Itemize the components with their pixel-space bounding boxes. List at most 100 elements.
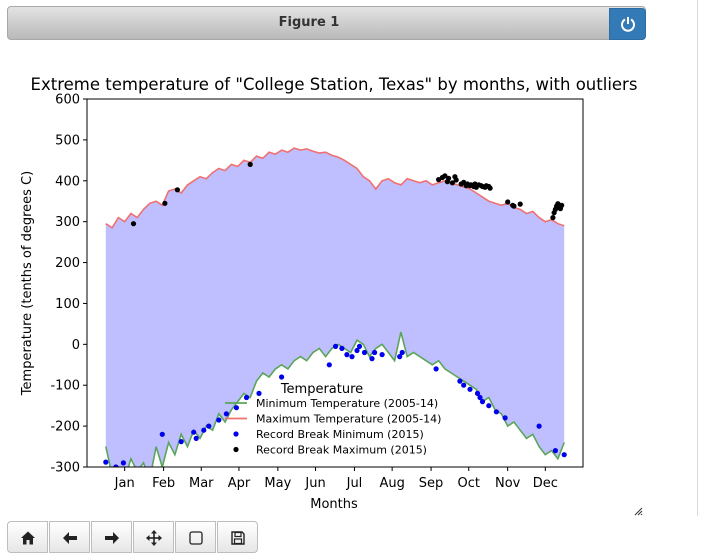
record-min-point <box>339 345 345 351</box>
x-tick-label: May <box>264 476 291 491</box>
x-tick-label: Jan <box>114 476 135 491</box>
power-icon <box>621 17 635 32</box>
record-min-point <box>474 390 481 396</box>
x-tick-label: Feb <box>152 476 175 491</box>
record-min-point <box>461 382 467 388</box>
record-min-point <box>279 374 285 380</box>
y-tick-label: 500 <box>55 133 80 148</box>
record-min-point <box>256 390 262 396</box>
record-min-point <box>356 343 363 349</box>
record-max-point <box>449 180 455 186</box>
record-min-point <box>159 431 165 437</box>
plot-content <box>103 147 567 467</box>
record-max-point <box>436 177 442 183</box>
temperature-band-fill <box>105 148 565 467</box>
x-tick-label: Mar <box>189 476 214 491</box>
record-min-point <box>397 354 403 360</box>
record-min-point <box>103 459 109 465</box>
record-min-point <box>561 452 567 458</box>
record-min-point <box>193 435 199 441</box>
x-tick-label: Oct <box>457 476 479 491</box>
home-button[interactable] <box>7 521 48 553</box>
record-max-point <box>162 200 168 206</box>
record-min-point <box>178 439 184 445</box>
record-min-point <box>243 394 250 401</box>
record-min-point <box>113 464 119 467</box>
save-icon <box>231 531 245 545</box>
record-min-point <box>477 394 483 401</box>
y-tick-label: 200 <box>55 256 80 271</box>
record-max-point <box>130 221 137 227</box>
legend-title: Temperature <box>280 382 363 397</box>
forward-arrow-icon <box>105 532 119 544</box>
record-min-point <box>206 423 212 429</box>
plot-frame <box>86 98 584 468</box>
x-tick-label: Aug <box>379 476 404 491</box>
y-tick-label: -300 <box>50 461 80 476</box>
y-tick-label: 600 <box>55 93 80 108</box>
record-max-point <box>505 199 511 205</box>
y-tick-label: 0 <box>72 338 80 353</box>
figure-titlebar: Figure 1 <box>7 6 646 40</box>
record-max-point <box>559 202 565 208</box>
record-max-point <box>453 177 459 183</box>
record-min-point <box>354 347 360 354</box>
legend-entry-label: Minimum Temperature (2005-14) <box>256 397 438 410</box>
x-tick-label: Jul <box>346 476 363 491</box>
record-max-point <box>247 161 253 167</box>
record-min-point <box>399 349 405 356</box>
resize-handle-icon[interactable] <box>633 506 643 516</box>
legend-entry-label: Maximum Temperature (2005-14) <box>256 413 441 426</box>
save-button[interactable] <box>217 521 258 553</box>
y-tick-label: 100 <box>55 297 80 312</box>
figure-border <box>697 0 698 516</box>
record-max-point <box>517 201 523 207</box>
legend-entry-label: Record Break Minimum (2015) <box>256 428 424 441</box>
record-min-point <box>349 354 355 360</box>
power-button[interactable] <box>609 8 646 40</box>
record-min-point <box>433 366 439 372</box>
record-min-point <box>369 356 375 362</box>
x-tick-label: Apr <box>228 476 251 491</box>
record-min-point <box>120 460 126 466</box>
x-tick-label: Nov <box>495 476 521 491</box>
y-tick-label: 300 <box>55 215 80 230</box>
record-min-point <box>486 403 492 409</box>
chart-canvas: Extreme temperature of "College Station,… <box>20 75 638 512</box>
back-button[interactable] <box>49 521 90 553</box>
record-min-point <box>502 415 508 421</box>
record-max-point <box>487 185 493 191</box>
move-icon <box>146 530 162 546</box>
record-min-point <box>552 448 559 454</box>
record-min-point <box>233 405 239 411</box>
x-tick-label: Sep <box>419 476 444 491</box>
plot-area <box>103 147 567 467</box>
record-min-point <box>467 386 473 392</box>
legend-marker-swatch <box>233 446 239 453</box>
legend-entry-label: Record Break Maximum (2015) <box>256 444 427 457</box>
legend: Temperature Minimum Temperature (2005-14… <box>225 382 441 457</box>
record-min-point <box>479 399 486 405</box>
home-icon <box>21 531 35 545</box>
record-min-point <box>326 362 332 368</box>
chart-title: Extreme temperature of "College Station,… <box>31 75 638 94</box>
x-tick-label: Jun <box>304 476 325 491</box>
navigation-toolbar <box>7 521 259 553</box>
record-max-point <box>550 215 556 221</box>
legend-marker-swatch <box>233 431 239 437</box>
record-min-point <box>333 343 339 349</box>
record-max-point <box>174 187 180 193</box>
axes: -300 -200 -100 0 100 200 300 400 500 600 Jan Feb Mar… <box>50 93 584 491</box>
zoom-button[interactable] <box>175 521 216 553</box>
record-min-point <box>493 409 499 415</box>
x-axis-label: Months <box>310 497 358 512</box>
record-max-point <box>442 173 448 179</box>
zoom-rect-icon <box>189 531 203 545</box>
max-temperature-line <box>105 147 565 229</box>
back-arrow-icon <box>63 532 77 544</box>
forward-button[interactable] <box>91 521 132 553</box>
record-min-point <box>361 349 368 356</box>
pan-button[interactable] <box>133 521 174 553</box>
x-tick-label: Dec <box>533 476 558 491</box>
record-min-point <box>536 423 542 429</box>
